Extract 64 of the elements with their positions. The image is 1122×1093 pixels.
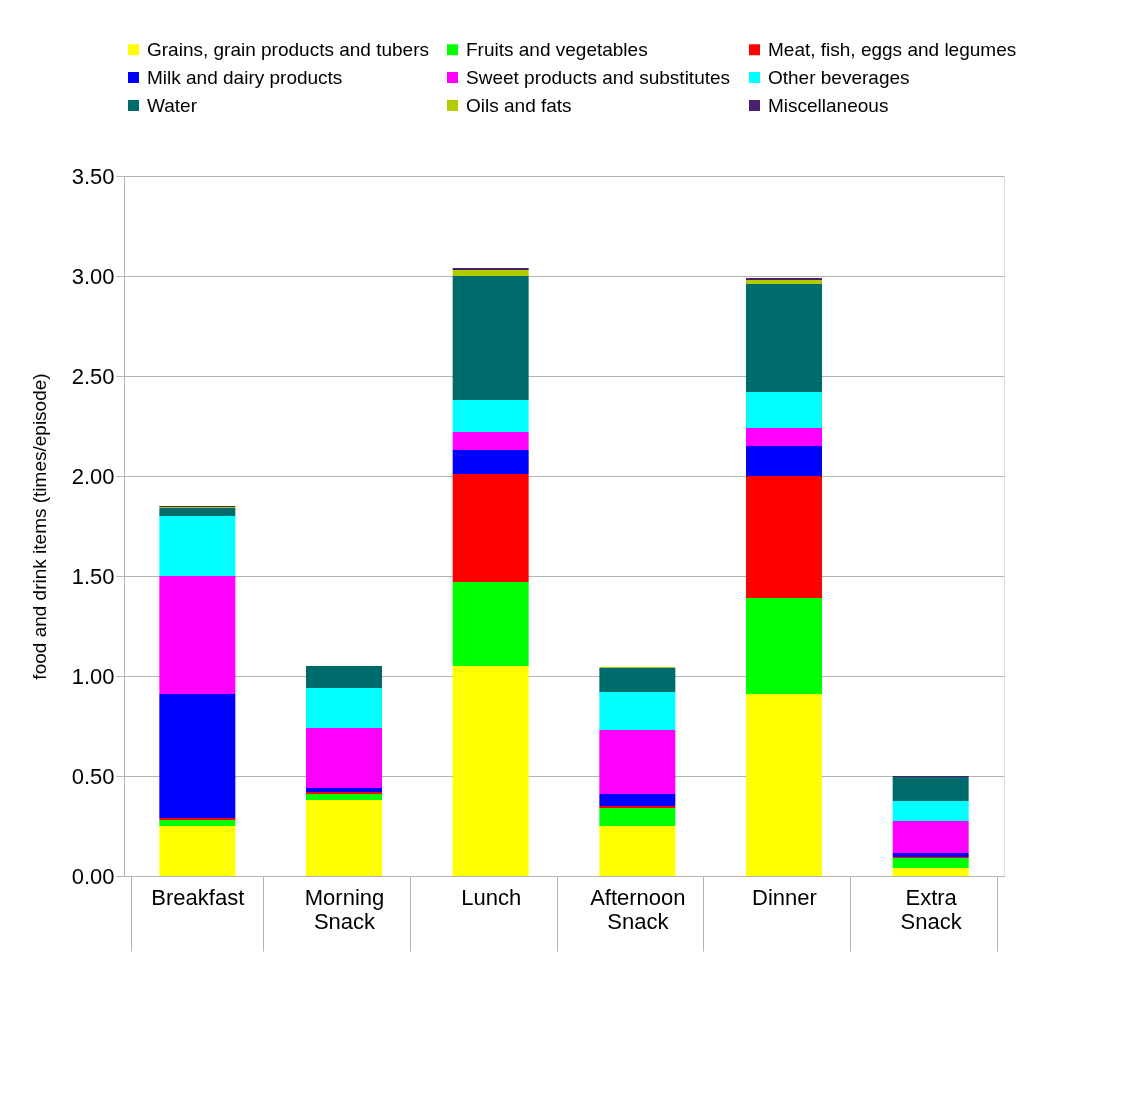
bar <box>746 428 822 446</box>
legend-label: Milk and dairy products <box>147 66 343 88</box>
bar <box>452 276 529 400</box>
y-tick-label: 0.00 <box>71 863 115 889</box>
bar <box>746 280 822 284</box>
bar <box>159 576 236 694</box>
bar <box>452 582 529 666</box>
y-tick-label: 1.00 <box>71 663 115 689</box>
bar <box>306 728 382 788</box>
bar <box>599 826 676 876</box>
x-tick-label: Breakfast <box>151 884 245 910</box>
bar <box>599 808 676 826</box>
bar <box>599 692 676 730</box>
bar <box>306 800 382 876</box>
bar <box>599 730 676 794</box>
y-tick-label: 1.50 <box>71 563 115 589</box>
bar <box>306 688 382 728</box>
bar <box>746 694 822 876</box>
bar <box>892 821 969 853</box>
legend-label: Fruits and vegetables <box>466 38 648 60</box>
bar <box>892 868 969 876</box>
legend-label: Meat, fish, eggs and legumes <box>768 38 1017 60</box>
x-tick-label: Dinner <box>752 884 817 910</box>
bar <box>746 284 822 392</box>
bar <box>892 853 969 857</box>
bar <box>599 794 676 806</box>
bar <box>892 777 969 801</box>
x-tick-label: Morning Snack <box>304 884 385 934</box>
legend-label: Other beverages <box>768 66 910 88</box>
x-tick-label: Extra Snack <box>900 884 963 934</box>
y-tick-label: 2.50 <box>71 363 115 389</box>
bar <box>306 788 382 792</box>
bar <box>746 476 822 598</box>
legend-label: Sweet products and substitutes <box>466 66 731 88</box>
bar <box>452 450 529 474</box>
bar <box>452 666 529 876</box>
bar <box>892 858 969 868</box>
y-tick-label: 2.00 <box>71 463 115 489</box>
bar <box>599 668 676 692</box>
y-tick-label: 0.50 <box>71 763 115 789</box>
legend-label: Grains, grain products and tubers <box>147 38 429 60</box>
bar <box>746 598 822 694</box>
bar <box>746 446 822 476</box>
bar <box>452 474 529 582</box>
legend-label: Miscellaneous <box>768 94 889 116</box>
bar <box>306 666 382 688</box>
bar <box>159 516 236 576</box>
bar <box>452 400 529 432</box>
legend-label: Water <box>147 94 198 116</box>
bar <box>892 801 969 821</box>
bar <box>452 432 529 450</box>
bar <box>452 270 529 276</box>
y-axis-title: food and drink items (times/episode) <box>28 373 50 680</box>
bar <box>159 694 236 818</box>
legend-label: Oils and fats <box>466 94 572 116</box>
bar <box>159 826 236 876</box>
bar <box>306 794 382 800</box>
bar <box>159 508 236 516</box>
bar <box>746 392 822 428</box>
y-tick-label: 3.50 <box>71 163 115 189</box>
x-tick-label: Afternoon Snack <box>590 884 686 934</box>
bar <box>159 820 236 826</box>
y-tick-label: 3.00 <box>71 263 115 289</box>
x-tick-label: Lunch <box>461 884 522 910</box>
